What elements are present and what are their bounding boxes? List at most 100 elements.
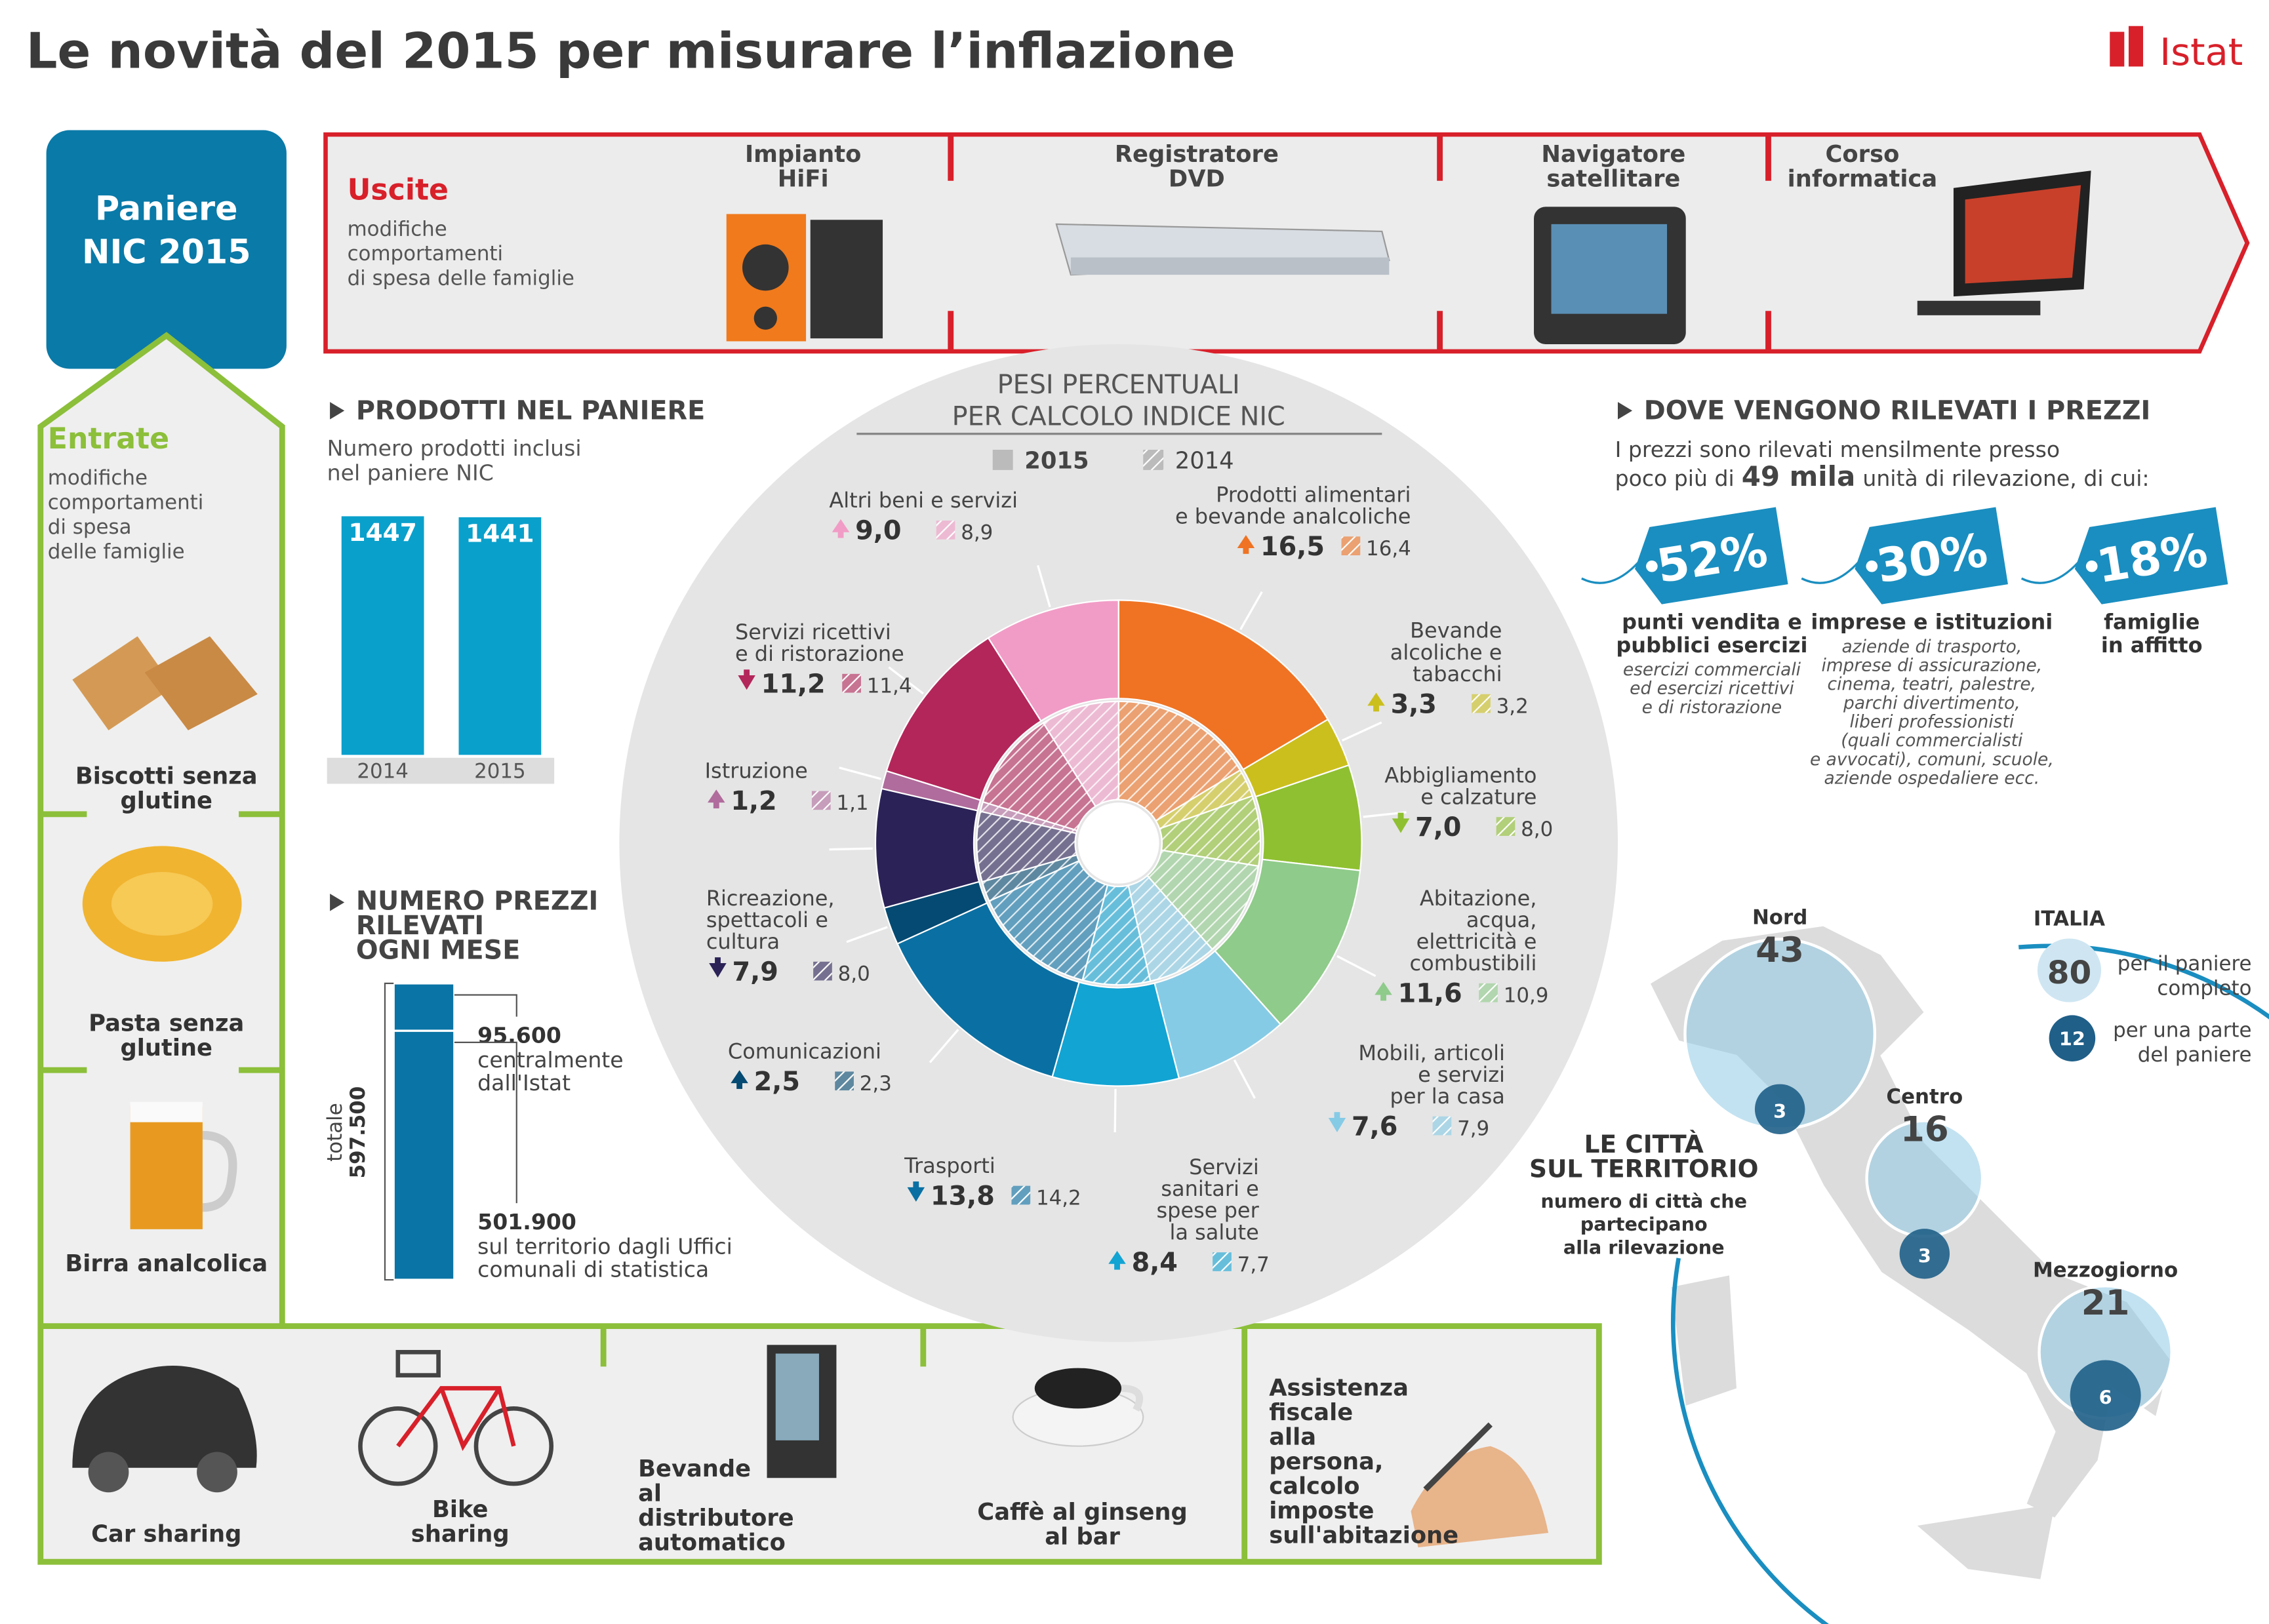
value-2015: 1,2 (731, 786, 776, 816)
logo-mark (2110, 31, 2125, 67)
category-label: e bevande analcoliche (1175, 504, 1411, 528)
value-2015: 7,6 (1352, 1111, 1397, 1141)
value-swatch-hatch (1472, 694, 1491, 713)
exit-item: Corso (1826, 141, 1900, 168)
change-arrow (1367, 692, 1385, 706)
price-tag: 18% (2071, 504, 2232, 608)
basket-title: Paniere (95, 189, 237, 228)
stack-segment (392, 982, 456, 1032)
category-label: tabacchi (1413, 662, 1502, 686)
category-label: alcoliche e (1390, 640, 1502, 665)
section-heading: PRODOTTI NEL PANIERE (356, 396, 705, 426)
value-2015: 11,6 (1398, 979, 1462, 1009)
vending-icon (767, 1345, 837, 1478)
value-swatch-hatch (1011, 1185, 1031, 1205)
entry-item: persona, (1269, 1448, 1383, 1475)
tag-shape (1632, 504, 1792, 608)
pie-slice-hatch (989, 860, 1108, 980)
value-2014: 11,4 (867, 675, 912, 698)
category-label: combustibili (1410, 951, 1537, 976)
tag-shape (1851, 504, 2012, 608)
change-arrow-stem (1373, 704, 1379, 712)
sardinia (1671, 1275, 1737, 1406)
cities-heading: SUL TERRITORIO (1529, 1154, 1759, 1183)
section-heading: DOVE VENGONO RILEVATI I PREZZI (1644, 396, 2151, 426)
total-value: 597.500 (346, 1086, 370, 1179)
computer-icon (1917, 170, 2091, 315)
part-value: 95.600 (477, 1022, 561, 1048)
category-label: Abitazione, (1420, 886, 1537, 911)
category-label: Ricreazione, (706, 886, 835, 911)
heading-marker (1618, 402, 1633, 420)
bracket (384, 982, 394, 1281)
value-2014: 10,9 (1504, 984, 1549, 1008)
intro: poco più di 49 mila unità di rilevazione, … (1615, 460, 2150, 492)
entry-item: calcolo (1269, 1473, 1359, 1499)
cities-description: partecipano (1580, 1213, 1708, 1235)
bar (458, 517, 542, 755)
category-label: sanitari e (1161, 1176, 1258, 1201)
value-2015: 3,3 (1391, 689, 1437, 719)
pie-slice-hatch (1118, 701, 1241, 821)
leader-line (1341, 721, 1382, 742)
share-name: imprese e istituzioni (1811, 609, 2053, 634)
section-subtitle: nel paniere NIC (327, 460, 494, 485)
area-name: Nord (1752, 905, 1807, 929)
pie-title: PER CALCOLO INDICE NIC (952, 401, 1285, 431)
italy-partial-text: per una parte (2113, 1018, 2251, 1042)
exit-item: Registratore (1115, 141, 1279, 168)
section-heading: NUMERO PREZZI (356, 886, 598, 916)
part-text: comunali di statistica (477, 1257, 709, 1282)
share-detail: liberi professionisti (1849, 711, 2014, 732)
change-arrow-stem (736, 1081, 743, 1089)
italy-partial-circle (2049, 1015, 2096, 1061)
value-2015: 11,2 (761, 669, 826, 700)
tag-string (1801, 560, 1860, 584)
italy-partial-text: del paniere (2138, 1043, 2252, 1067)
cities-heading: LE CITTÀ (1584, 1130, 1704, 1159)
change-arrow-stem (1397, 812, 1404, 820)
intro-part: poco più di (1615, 465, 1735, 491)
italy-complete-text: completo (2157, 977, 2251, 1000)
value-2014: 16,4 (1366, 537, 1411, 561)
entry-item: imposte (1269, 1497, 1374, 1524)
tag-hole (1646, 560, 1658, 572)
title: Le novità del 2015 per misurare l’inflaz… (26, 22, 1235, 80)
total-label: totale (323, 1103, 347, 1162)
sicily (1917, 1503, 2055, 1579)
change-arrow-stem (1114, 1262, 1120, 1270)
change-arrow (1237, 535, 1255, 548)
value-2015: 16,5 (1260, 532, 1325, 562)
leader-line (829, 847, 873, 851)
area-complete: 43 (1756, 930, 1804, 970)
change-arrow (731, 1070, 748, 1084)
value-2015: 8,4 (1132, 1248, 1178, 1278)
value-2015: 13,8 (931, 1181, 995, 1211)
entry-item: al bar (1045, 1524, 1120, 1551)
change-arrow-stem (715, 957, 721, 965)
leader-line (839, 766, 882, 780)
connector (454, 1041, 517, 1204)
change-arrow (1375, 981, 1392, 995)
intro: I prezzi sono rilevati mensilmente press… (1615, 437, 2060, 462)
price-tag: 30% (1851, 504, 2012, 608)
pie-slice-hatch (982, 723, 1096, 831)
tag-string (1581, 560, 1641, 584)
entry-item: glutine (121, 787, 213, 814)
category-label: Istruzione (705, 759, 808, 783)
pie-slice-hatch (980, 802, 1077, 834)
pie-slice-hatch (1155, 770, 1253, 829)
pie-slice (987, 599, 1119, 723)
change-arrow (832, 519, 850, 532)
area-partial: 3 (1918, 1245, 1931, 1267)
value-swatch-hatch (1213, 1252, 1232, 1271)
leader-line (846, 926, 888, 943)
category-label: Trasporti (904, 1153, 995, 1178)
exit-item: Navigatore (1541, 141, 1685, 168)
share-name: famiglie (2104, 609, 2199, 634)
change-arrow (1108, 1250, 1126, 1264)
share-detail: e avvocati), comuni, scuole, (1810, 749, 2054, 770)
value-swatch-hatch (936, 521, 955, 540)
share-detail: aziende ospedaliere ecc. (1824, 768, 2040, 788)
category-label: spese per (1157, 1198, 1260, 1223)
